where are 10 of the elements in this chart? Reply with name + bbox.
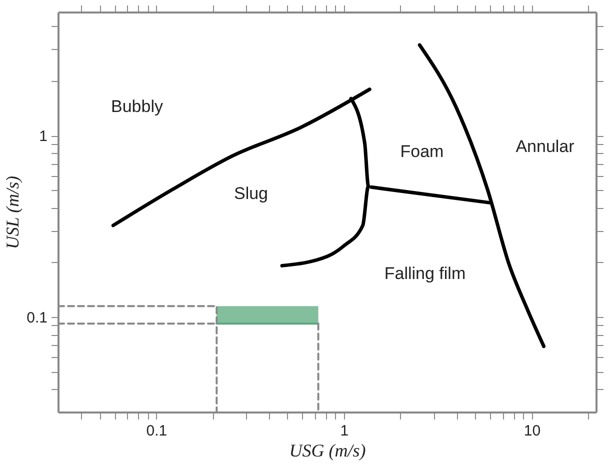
annotation: Slug bbox=[234, 184, 268, 203]
annotation: Bubbly bbox=[111, 97, 164, 116]
x-tick-label: 0.1 bbox=[146, 422, 168, 440]
annotation: Falling film bbox=[384, 264, 466, 283]
x-tick-label: 10 bbox=[524, 422, 541, 440]
y-axis-title: USL (m/s) bbox=[2, 176, 23, 250]
x-axis-title: USG (m/s) bbox=[289, 440, 366, 460]
annotation: Annular bbox=[516, 137, 575, 156]
annotation: Foam bbox=[400, 142, 444, 161]
x-tick-label: 1 bbox=[340, 422, 349, 440]
